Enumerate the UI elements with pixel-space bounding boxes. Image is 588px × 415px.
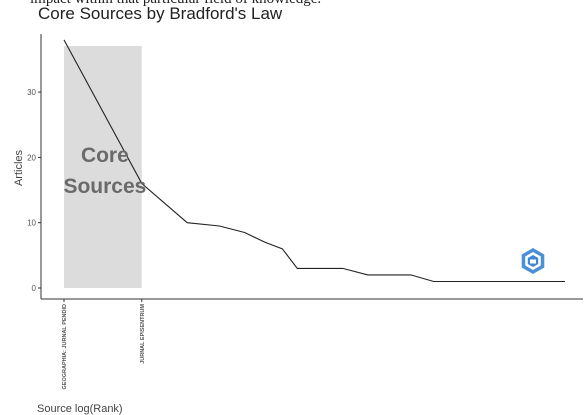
y-tick-label: 0 [32,284,37,293]
core-label-line1: Core [81,144,129,167]
caption-fragment: impact within that particular field of k… [30,0,321,8]
y-tick-label: 20 [27,153,36,162]
y-tick-label: 30 [27,88,36,97]
shield-hexagon-icon [521,248,545,274]
chart-title: Core Sources by Bradford's Law [38,4,283,23]
x-category-label: JURNAL EPISENTRUM [140,304,146,364]
core-label-line2: Sources [63,175,146,198]
series-line [63,39,565,283]
x-axis-title: Source log(Rank) [37,403,123,415]
core-sources-zone [64,46,142,288]
y-tick-label: 10 [27,219,36,228]
x-category-labels: GEOGRAPHIA: JURNAL PENDID JURNAL EPISENTR… [62,299,146,389]
y-axis-title: Articles [13,149,25,186]
x-category-label: GEOGRAPHIA: JURNAL PENDID [62,304,68,389]
y-ticks: 0 10 20 30 [27,88,41,293]
